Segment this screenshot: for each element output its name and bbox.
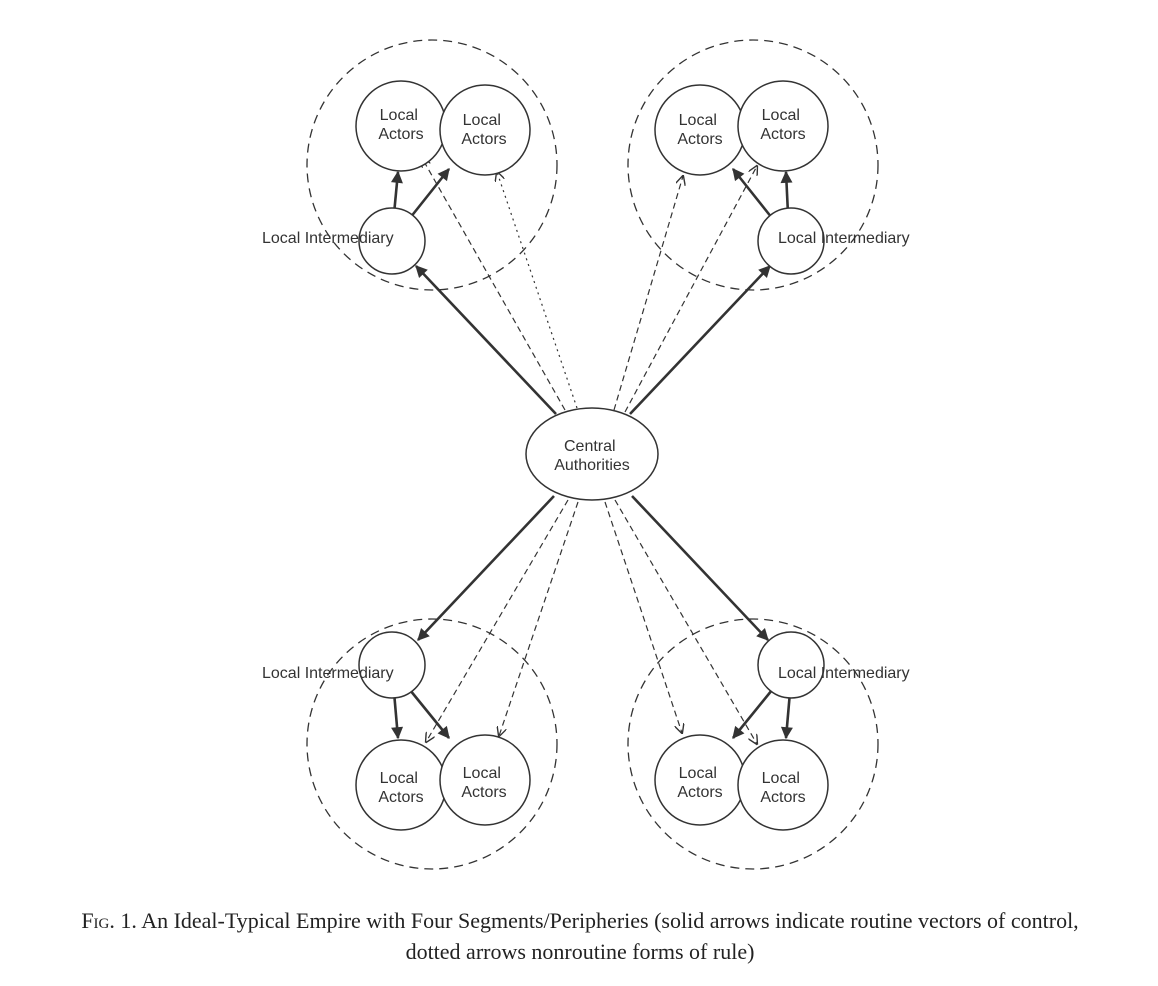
- routine-arrow-center-to-tl-intermediary: [415, 265, 557, 415]
- local-actors-label-br-2: Local Actors: [760, 770, 805, 806]
- routine-arrow-center-to-br-intermediary: [631, 495, 769, 641]
- local-actors-node-tr-2: [737, 80, 829, 172]
- routine-arrow-br-int-to-actor1: [731, 689, 774, 739]
- local-actors-node-br-2: [737, 739, 829, 831]
- local-actors-node-tr-1: [654, 84, 746, 176]
- segment-boundary-bottom-right: [627, 618, 879, 870]
- nonroutine-arrow-bl-1: [426, 499, 569, 742]
- local-actors-label-bl-2: Local Actors: [461, 765, 506, 801]
- routine-arrow-center-to-bl-intermediary: [417, 495, 555, 641]
- local-actors-label-tr-2: Local Actors: [760, 107, 805, 143]
- local-actors-label-tl-1: Local Actors: [378, 107, 423, 143]
- routine-arrow-tr-int-to-actor1: [731, 168, 774, 219]
- local-actors-label-tl-2: Local Actors: [461, 112, 506, 148]
- routine-arrow-tl-int-to-actor2: [408, 168, 451, 219]
- routine-arrow-tl-int-to-actor1: [391, 170, 403, 215]
- nonroutine-arrow-tr-1: [613, 176, 683, 411]
- nonroutine-dotted-arrow-tl-2: [497, 172, 578, 409]
- intermediary-node-br: [757, 631, 825, 699]
- intermediary-label-br: Local Intermediary: [778, 665, 910, 682]
- routine-arrow-bl-int-to-actor1: [391, 691, 404, 740]
- routine-arrow-tr-int-to-actor2: [780, 170, 793, 215]
- local-actors-label-bl-1: Local Actors: [378, 770, 423, 806]
- local-actors-node-bl-2: [439, 734, 531, 826]
- intermediary-node-bl: [358, 631, 426, 699]
- empire-diagram: Central Authorities Local Actors Local A…: [262, 39, 910, 870]
- nonroutine-arrow-tr-2: [624, 166, 757, 413]
- local-actors-node-tl-2: [439, 84, 531, 176]
- intermediary-label-tr: Local Intermediary: [778, 230, 910, 247]
- intermediary-label-tl: Local Intermediary: [262, 230, 394, 247]
- nonroutine-arrow-br-2: [614, 499, 757, 744]
- segment-boundary-top-right: [627, 39, 879, 291]
- local-actors-label-tr-1: Local Actors: [677, 112, 722, 148]
- central-authorities-node: [525, 407, 659, 501]
- routine-arrow-center-to-tr-intermediary: [629, 265, 771, 415]
- routine-arrow-bl-int-to-actor2: [408, 689, 451, 739]
- nonroutine-arrow-tl-1: [422, 158, 566, 411]
- nonroutine-arrow-br-1: [604, 501, 682, 733]
- segment-boundary-top-left: [306, 39, 558, 291]
- nonroutine-arrow-bl-2: [499, 501, 579, 736]
- local-actors-label-br-1: Local Actors: [677, 765, 722, 801]
- figure-caption-text: An Ideal-Typical Empire with Four Segmen…: [141, 908, 1079, 964]
- intermediary-node-tl: [358, 207, 426, 275]
- figure-number: Fig. 1.: [81, 908, 137, 933]
- figure-caption: Fig. 1. An Ideal-Typical Empire with Fou…: [60, 905, 1100, 967]
- central-authorities-label: Central Authorities: [554, 438, 630, 474]
- intermediary-label-bl: Local Intermediary: [262, 665, 394, 682]
- intermediary-node-tr: [757, 207, 825, 275]
- routine-arrow-br-int-to-actor2: [780, 691, 793, 740]
- segment-boundary-bottom-left: [306, 618, 558, 870]
